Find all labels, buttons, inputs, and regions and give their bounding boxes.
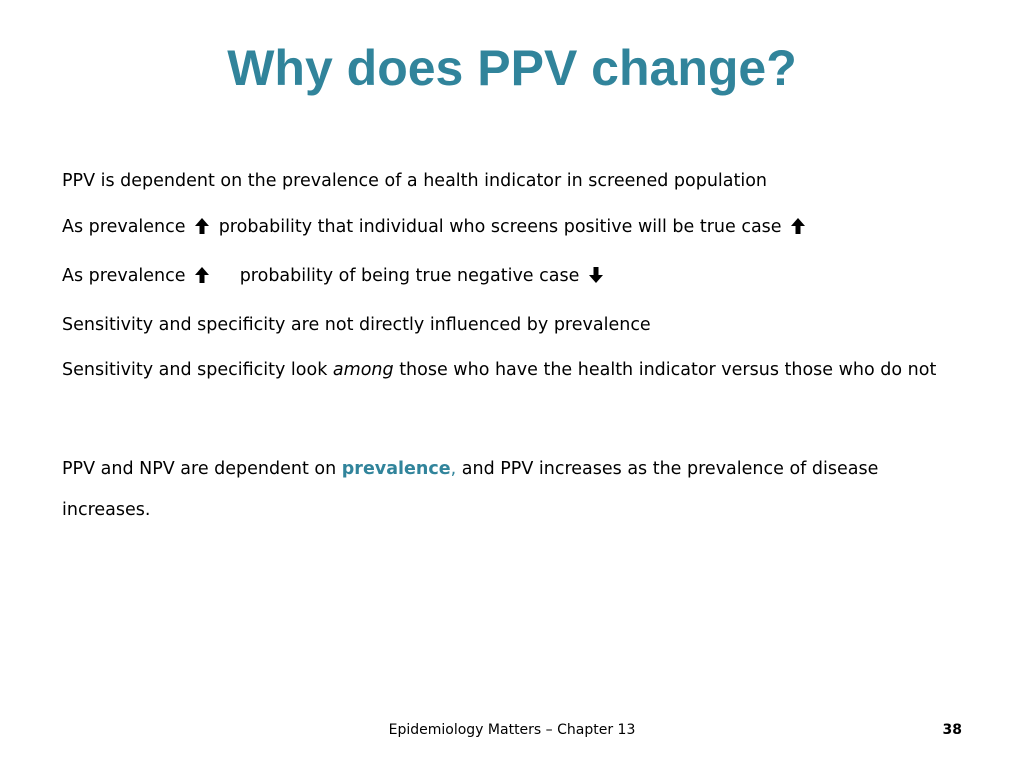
- footer-text: Epidemiology Matters – Chapter 13: [388, 722, 636, 738]
- arrow-down-icon: [588, 266, 604, 292]
- bullet-text: Sensitivity and specificity look: [62, 360, 328, 380]
- bullet-line-5: Sensitivity and specificity look among t…: [62, 350, 962, 391]
- bullet-text: As prevalence: [62, 266, 186, 286]
- arrow-up-icon: [194, 217, 210, 243]
- bullet-text: As prevalence: [62, 217, 186, 237]
- bullet-text: those who have the health indicator vers…: [399, 360, 937, 380]
- prevalence-highlight: prevalence: [341, 459, 451, 479]
- bullet-text: probability that individual who screens …: [218, 217, 782, 237]
- page-number: 38: [942, 722, 962, 738]
- bullet-line-1: PPV is dependent on the prevalence of a …: [62, 168, 962, 194]
- bullet-italic-text: among: [332, 360, 394, 380]
- bullet-line-3: As prevalence probability of being true …: [62, 263, 962, 292]
- bullet-text: Sensitivity and specificity are not dire…: [62, 315, 651, 335]
- slide-title: Why does PPV change?: [227, 40, 797, 96]
- bullet-text: probability of being true negative case: [239, 266, 580, 286]
- conclusion-text: PPV and NPV are dependent on: [62, 459, 337, 479]
- highlight-comma: ,: [450, 459, 457, 479]
- arrow-up-icon: [194, 266, 210, 292]
- conclusion-line: PPV and NPV are dependent on prevalence,…: [62, 449, 962, 531]
- bullet-line-2: As prevalence probability that individua…: [62, 214, 962, 243]
- bullet-line-4: Sensitivity and specificity are not dire…: [62, 312, 962, 338]
- slide-body: PPV is dependent on the prevalence of a …: [62, 168, 962, 551]
- conclusion-text: and PPV increases as the prevalence of d…: [62, 459, 879, 520]
- bullet-text: PPV is dependent on the prevalence of a …: [62, 171, 768, 191]
- arrow-up-icon: [790, 217, 806, 243]
